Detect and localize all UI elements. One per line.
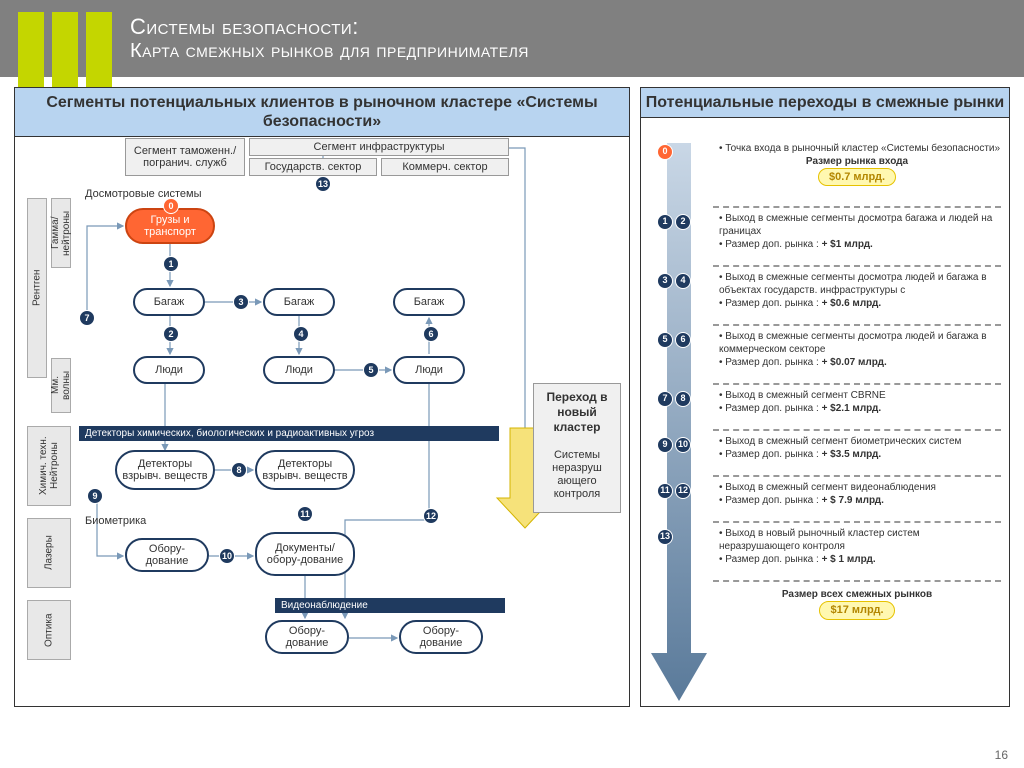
row-label: Оптика: [27, 600, 71, 660]
step-num: 3: [233, 294, 249, 310]
row-label: Рентген: [27, 198, 47, 378]
cluster-text: Системы неразруш ающего контроля: [552, 449, 602, 501]
step-num: 9: [87, 488, 103, 504]
node-n9: Обору-дование: [125, 538, 209, 572]
cluster-box: Переход в новый кластер Системы неразруш…: [533, 383, 621, 513]
step-num: 8: [231, 462, 247, 478]
transition-item: 78Выход в смежный сегмент CBRNEРазмер до…: [713, 389, 1001, 421]
section-label: Биометрика: [85, 515, 146, 527]
step-num: 2: [163, 326, 179, 342]
band-label: Видеонаблюдение: [275, 598, 505, 613]
node-n3: Багаж: [393, 288, 465, 316]
page-number: 16: [995, 748, 1008, 762]
left-heading: Сегменты потенциальных клиентов в рыночн…: [15, 88, 629, 137]
node-n10: Документы/ обору-дование: [255, 532, 355, 576]
total-block: Размер всех смежных рынков $17 млрд.: [713, 588, 1001, 619]
node-n4: Люди: [133, 356, 205, 384]
title-1: Системы безопасности:: [130, 14, 1006, 40]
step-num: 11: [297, 506, 313, 522]
transition-item: 13Выход в новый рыночный кластер систем …: [713, 527, 1001, 572]
transition-item: 34Выход в смежные сегменты досмотра люде…: [713, 271, 1001, 316]
title-2: Карта смежных рынков для предпринимателя: [130, 40, 1006, 63]
step-num: 4: [293, 326, 309, 342]
transition-item: 56Выход в смежные сегменты досмотра люде…: [713, 330, 1001, 375]
node-n1: Багаж: [133, 288, 205, 316]
entry-text: Точка входа в рыночный кластер «Системы …: [719, 142, 1001, 155]
row-label: Гамма/ нейтроны: [51, 198, 71, 268]
entry-item: 0 Точка входа в рыночный кластер «Систем…: [713, 142, 1001, 198]
step-num: 0: [163, 198, 179, 214]
cluster-bold: Переход в новый кластер: [546, 390, 607, 434]
node-n6: Люди: [393, 356, 465, 384]
row-label: Лазеры: [27, 518, 71, 588]
transition-item: 12Выход в смежные сегменты досмотра бага…: [713, 212, 1001, 257]
step-num: 7: [79, 310, 95, 326]
entry-size-label: Размер рынка входа: [806, 156, 908, 167]
node-n7: Детекторы взрывч. веществ: [115, 450, 215, 490]
section-label: Досмотровые системы: [85, 188, 201, 200]
step-num: 5: [363, 362, 379, 378]
seg-header: Государств. сектор: [249, 158, 377, 176]
transition-item: 1112Выход в смежный сегмент видеонаблюде…: [713, 481, 1001, 513]
right-list: 0 Точка входа в рыночный кластер «Систем…: [713, 142, 1001, 620]
row-label: Химич. техн. Нейтроны: [27, 426, 71, 506]
right-heading: Потенциальные переходы в смежные рынки: [641, 88, 1009, 118]
band-label: Детекторы химических, биологических и ра…: [79, 426, 499, 441]
node-n12: Обору-дование: [399, 620, 483, 654]
header: Системы безопасности: Карта смежных рынк…: [0, 0, 1024, 77]
node-n2: Багаж: [263, 288, 335, 316]
total-value: $17 млрд.: [819, 601, 894, 619]
step-num: 12: [423, 508, 439, 524]
node-n11: Обору-дование: [265, 620, 349, 654]
entry-size-value: $0.7 млрд.: [818, 168, 896, 186]
right-panel: Потенциальные переходы в смежные рынки 0…: [640, 87, 1010, 707]
step-num: 13: [315, 176, 331, 192]
seg-header: Сегмент таможенн./ погранич. служб: [125, 138, 245, 176]
node-n8: Детекторы взрывч. веществ: [255, 450, 355, 490]
row-label: Мм. волны: [51, 358, 71, 413]
left-panel: Сегменты потенциальных клиентов в рыночн…: [14, 87, 630, 707]
seg-header: Сегмент инфраструктуры: [249, 138, 509, 156]
node-n5: Люди: [263, 356, 335, 384]
seg-header: Коммерч. сектор: [381, 158, 509, 176]
step-num: 10: [219, 548, 235, 564]
step-num: 1: [163, 256, 179, 272]
step-num: 6: [423, 326, 439, 342]
transition-item: 910Выход в смежный сегмент биометрически…: [713, 435, 1001, 467]
